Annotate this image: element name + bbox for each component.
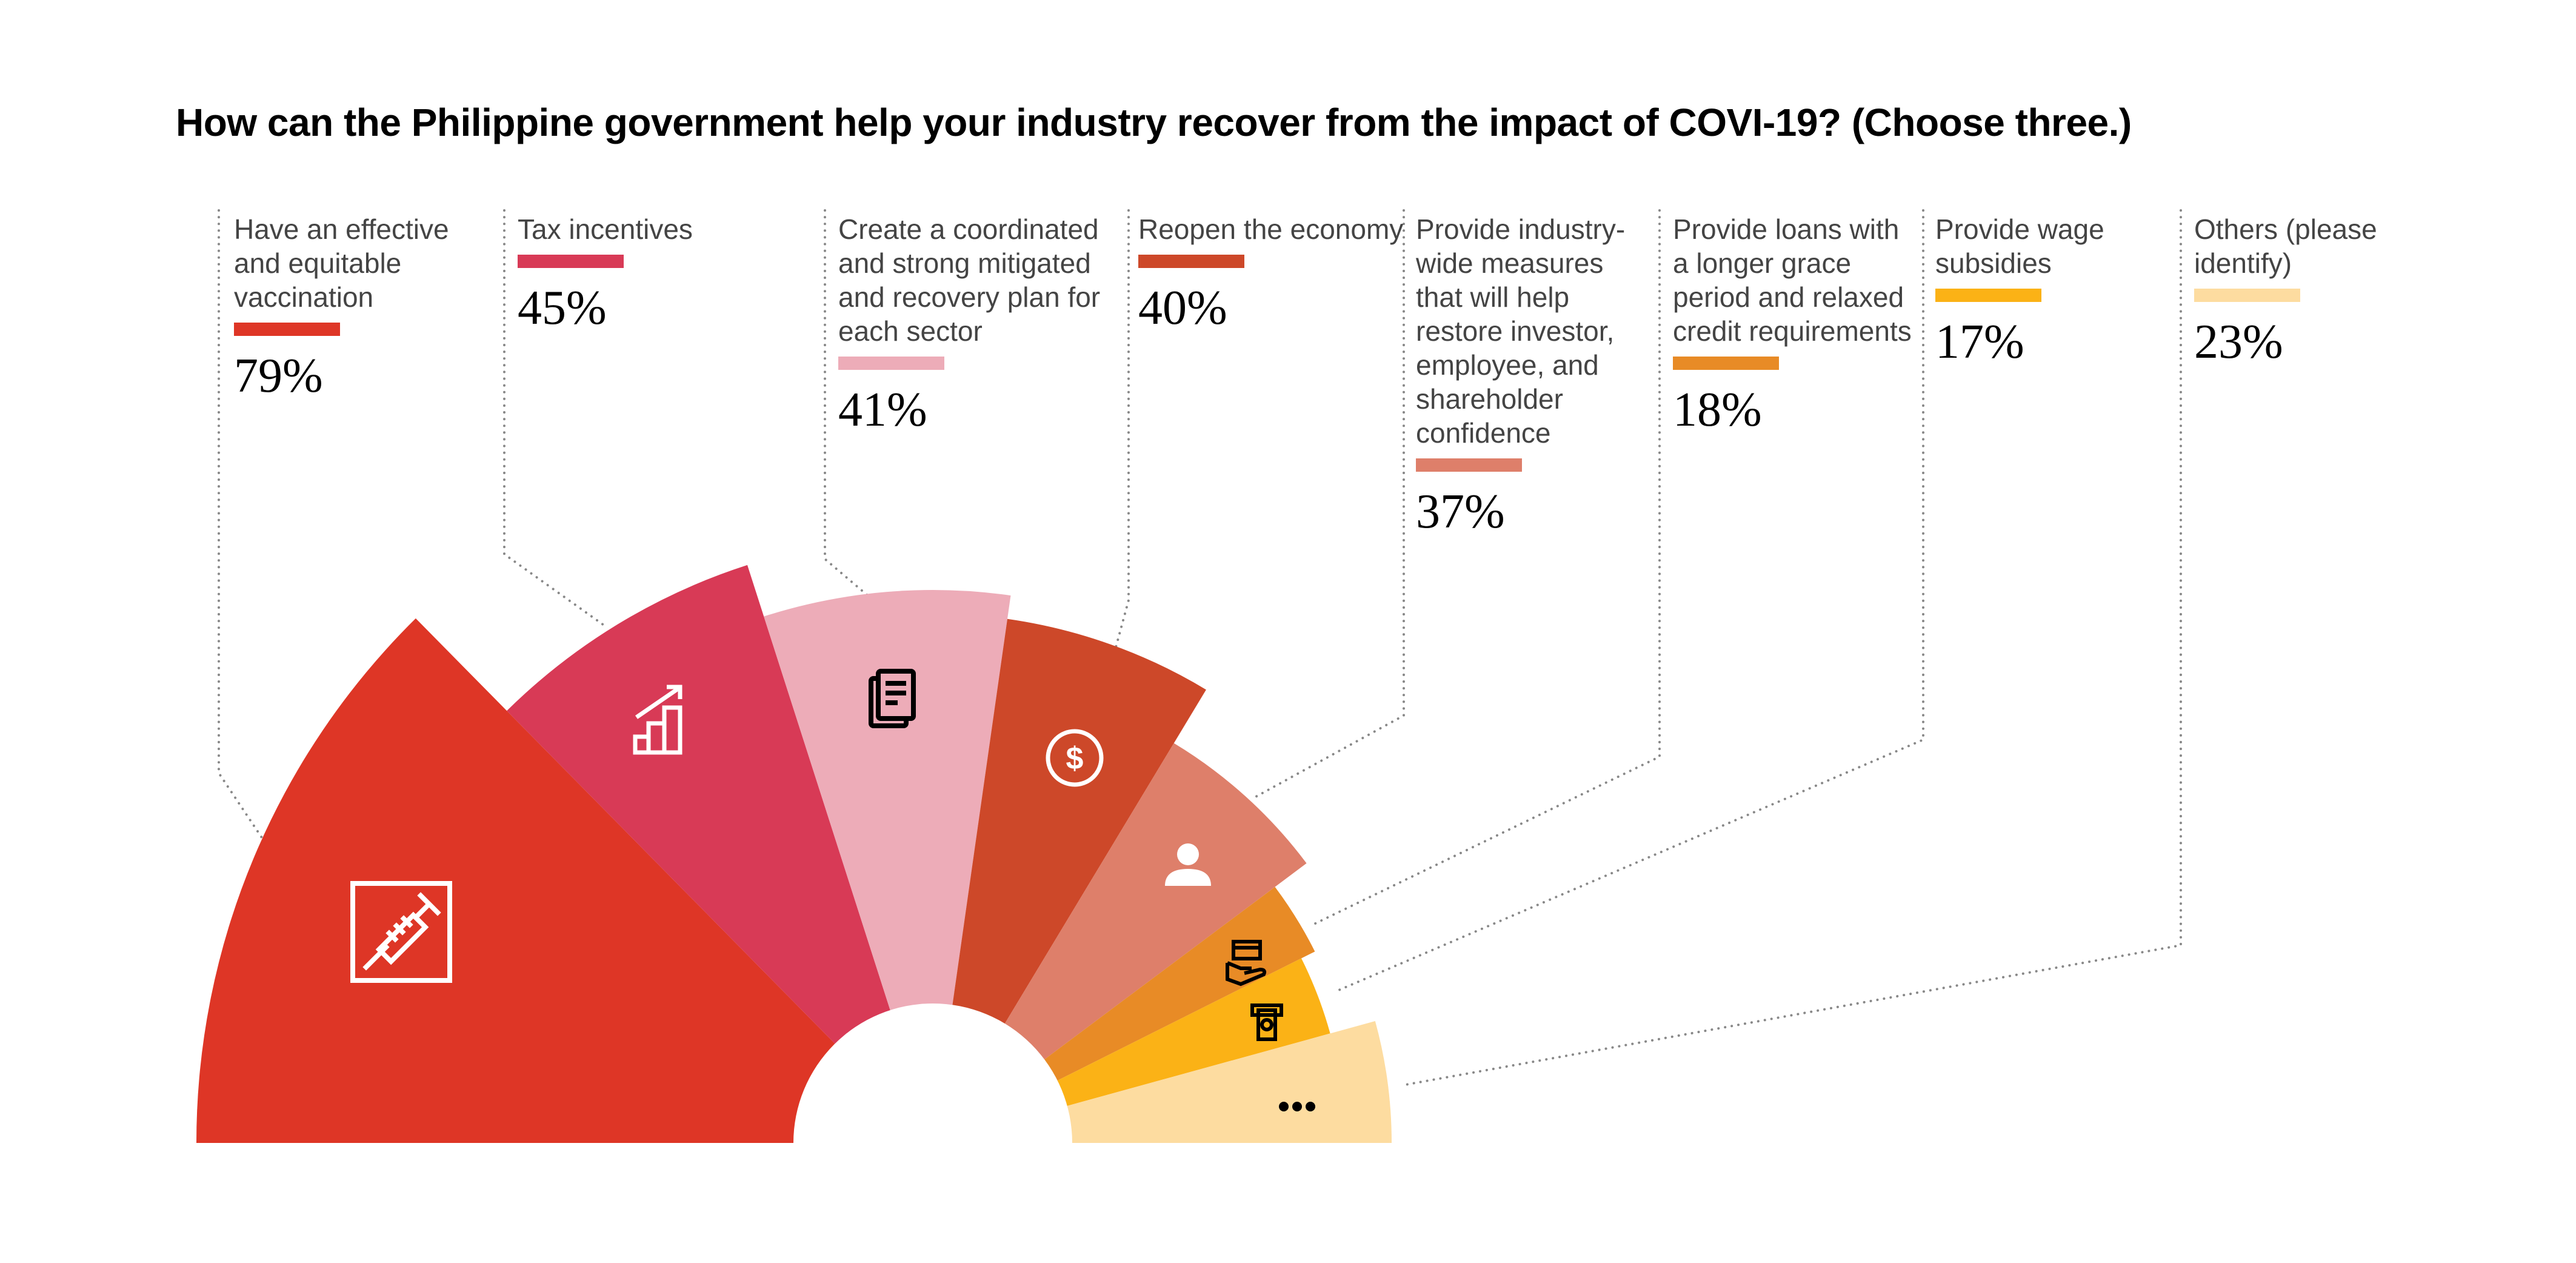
value-label: 18%: [1673, 383, 1762, 437]
legend-column-8: Others (please identify) 23%: [2194, 212, 2461, 366]
leader-line-7: [1335, 209, 1924, 993]
card-in-hand-icon: [1226, 940, 1267, 987]
leader-line-4: [1114, 209, 1130, 651]
legend-column-6: Provide loans with a longer grace period…: [1673, 212, 1915, 434]
legend-column-2: Tax incentives 45%: [518, 212, 784, 332]
slice-icons: $: [350, 669, 1315, 1111]
leader-line-5: [1253, 209, 1405, 799]
svg-text:$: $: [1066, 741, 1084, 776]
legend-column-1: Have an effective and equitable vaccinat…: [234, 212, 501, 400]
legend-column-3: Create a coordinated and strong mitigate…: [838, 212, 1105, 434]
value-label: 23%: [2194, 315, 2283, 369]
category-label: Provide industry-wide measures that will…: [1416, 213, 1626, 449]
category-label: Reopen the economy: [1138, 213, 1404, 245]
value-label: 41%: [838, 383, 927, 437]
color-swatch: [1138, 255, 1244, 268]
ellipsis-icon: [1279, 1102, 1315, 1111]
slice-1: [196, 618, 933, 1143]
value-label: 40%: [1138, 281, 1227, 335]
cash-atm-icon: [1250, 1003, 1283, 1041]
documents-icon: [869, 669, 916, 728]
category-label: Create a coordinated and strong mitigate…: [838, 213, 1101, 347]
color-swatch: [1673, 357, 1779, 370]
legend-column-5: Provide industry-wide measures that will…: [1416, 212, 1646, 536]
color-swatch: [2194, 289, 2300, 302]
color-swatch: [518, 255, 624, 268]
leader-lines: [218, 209, 2182, 1087]
legend-column-7: Provide wage subsidies 17%: [1935, 212, 2202, 366]
category-label: Others (please identify): [2194, 213, 2377, 279]
value-label: 37%: [1416, 485, 1505, 538]
color-swatch: [838, 357, 944, 370]
leader-line-2: [503, 209, 607, 628]
category-label: Provide wage subsidies: [1935, 213, 2104, 279]
slice-2: [507, 564, 933, 1143]
category-label: Provide loans with a longer grace period…: [1673, 213, 1912, 347]
syringe-icon: [350, 881, 452, 983]
chart-title: How can the Philippine government help y…: [176, 101, 2132, 144]
slices: [196, 564, 1392, 1143]
baseline-mask: [0, 1143, 2576, 1263]
value-label: 17%: [1935, 315, 2024, 369]
slice-4: [933, 618, 1206, 1143]
legend-column-4: Reopen the economy 40%: [1138, 212, 1405, 332]
growth-chart-icon: [633, 685, 682, 755]
value-label: 79%: [234, 349, 323, 403]
leader-line-1: [218, 209, 264, 840]
dollar-coin-icon: $: [1046, 729, 1104, 787]
leader-line-6: [1313, 209, 1661, 925]
value-label: 45%: [518, 281, 607, 335]
person-icon: [1165, 843, 1211, 886]
category-label: Have an effective and equitable vaccinat…: [234, 213, 449, 313]
color-swatch: [1935, 289, 2041, 302]
color-swatch: [234, 323, 340, 336]
color-swatch: [1416, 458, 1522, 472]
category-label: Tax incentives: [518, 213, 693, 245]
leader-line-8: [1401, 209, 2182, 1087]
